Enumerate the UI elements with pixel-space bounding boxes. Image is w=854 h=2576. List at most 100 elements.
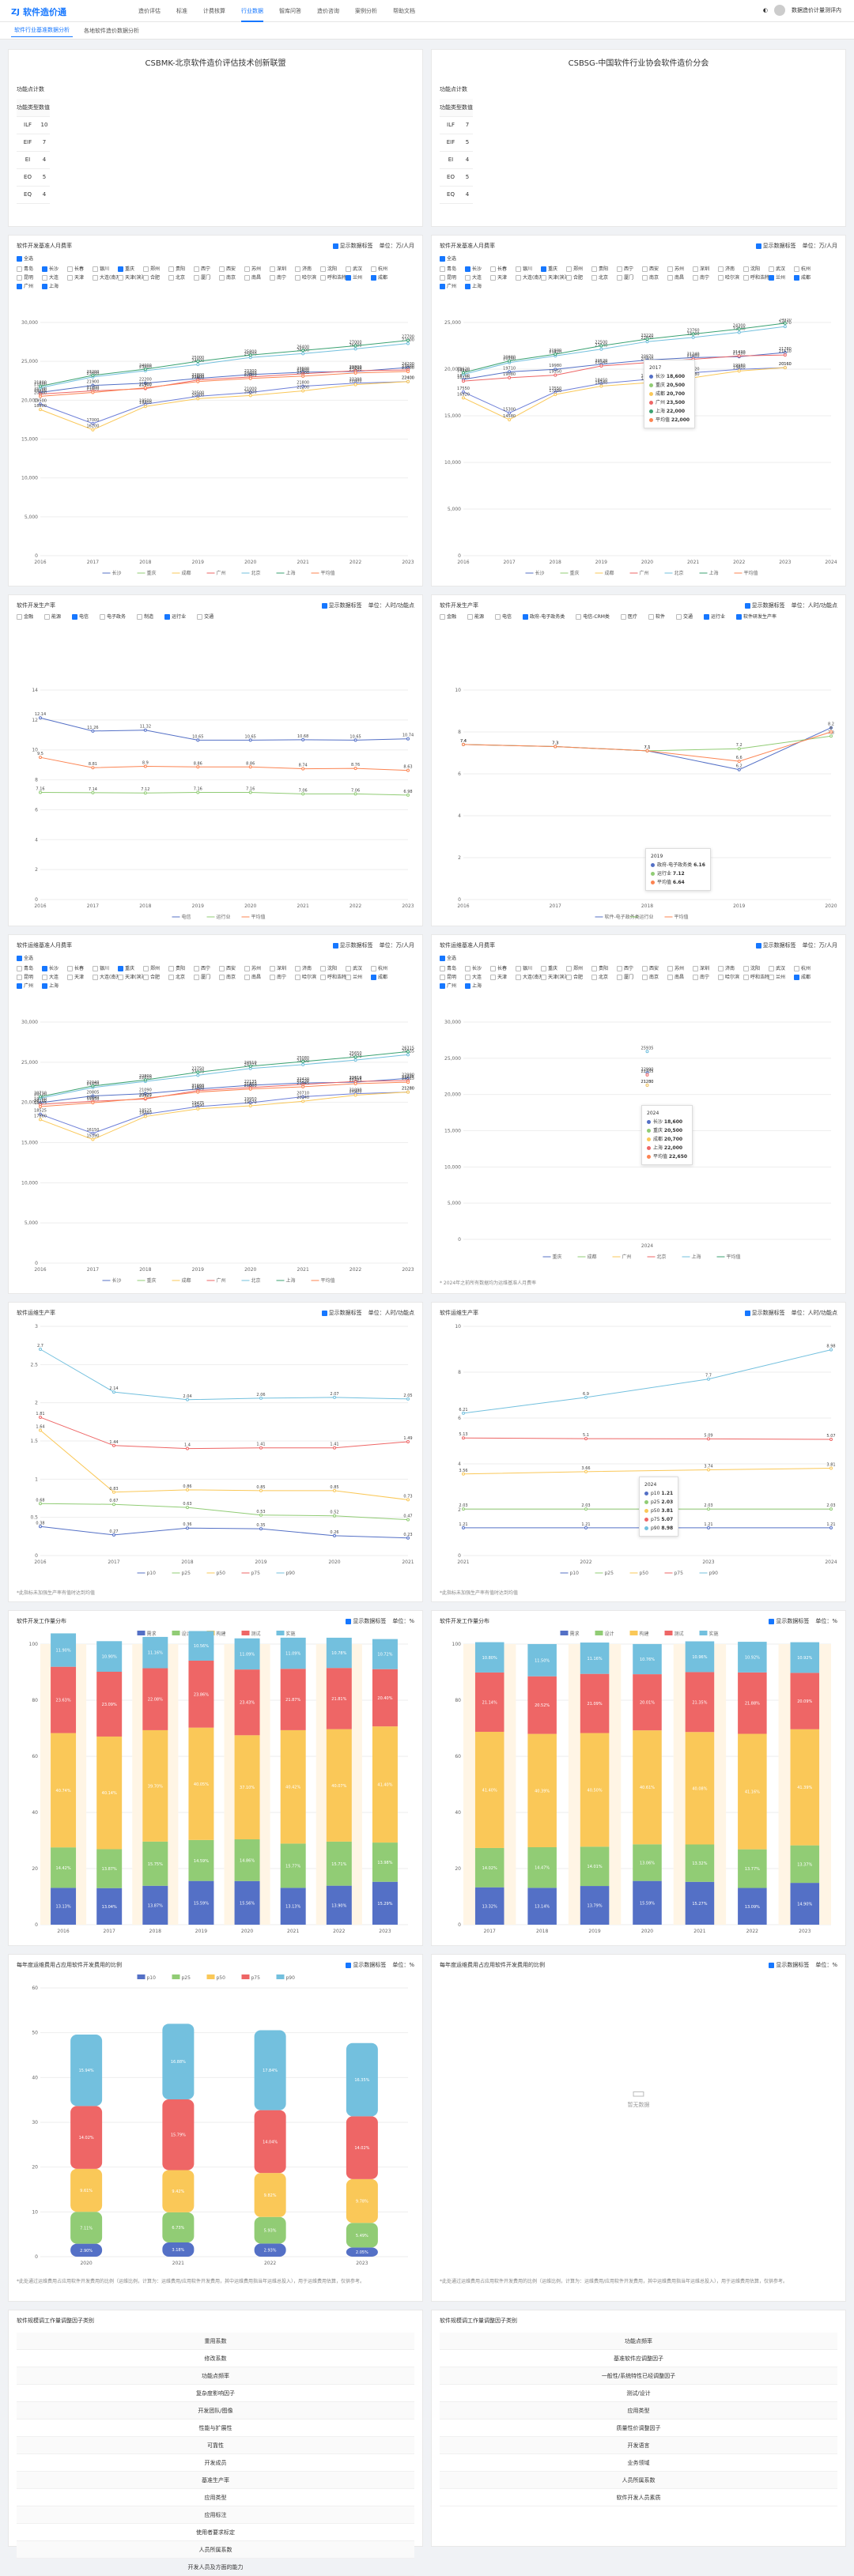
show-labels-toggle[interactable]: 显示数据标签 bbox=[744, 602, 785, 609]
city-checkbox[interactable]: 呼和浩特 bbox=[743, 973, 769, 980]
domain-checkbox[interactable]: 金融 bbox=[440, 613, 456, 620]
city-checkbox[interactable]: 天津 bbox=[490, 273, 516, 281]
show-labels-toggle[interactable]: 显示数据标签 bbox=[321, 1309, 362, 1317]
city-checkbox[interactable]: 武汉 bbox=[769, 964, 794, 971]
city-checkbox[interactable]: 成都 bbox=[794, 973, 819, 980]
city-checkbox[interactable]: 兰州 bbox=[346, 973, 371, 980]
city-checkbox[interactable]: 北京 bbox=[591, 273, 617, 281]
city-checkbox[interactable]: 南京 bbox=[219, 273, 244, 281]
domain-checkbox[interactable]: 软件研发生产率 bbox=[735, 613, 777, 620]
city-checkbox[interactable]: 天津 bbox=[67, 973, 93, 980]
city-checkbox[interactable]: 武汉 bbox=[769, 265, 794, 272]
city-checkbox[interactable]: 银川 bbox=[93, 964, 118, 971]
city-checkbox[interactable]: 深圳 bbox=[270, 964, 295, 971]
sub-tab[interactable]: 各地软件造价数据分析 bbox=[84, 27, 139, 34]
city-checkbox[interactable]: 广州 bbox=[17, 282, 42, 289]
city-checkbox[interactable]: 大连(南开) bbox=[93, 973, 118, 980]
city-checkbox[interactable]: 西安 bbox=[642, 964, 667, 971]
city-checkbox[interactable]: 重庆 bbox=[118, 265, 143, 272]
city-checkbox[interactable]: 杭州 bbox=[794, 265, 819, 272]
city-checkbox[interactable]: 北京 bbox=[591, 973, 617, 980]
city-checkbox[interactable]: 武汉 bbox=[346, 964, 371, 971]
city-checkbox[interactable]: 南宁 bbox=[693, 273, 718, 281]
city-checkbox[interactable]: 厦门 bbox=[617, 273, 642, 281]
domain-checkbox[interactable]: 能源 bbox=[467, 613, 484, 620]
city-checkbox[interactable]: 沈阳 bbox=[743, 265, 769, 272]
city-checkbox[interactable]: 大连(南开) bbox=[516, 273, 541, 281]
city-checkbox[interactable]: 合肥 bbox=[143, 973, 168, 980]
nav-item[interactable]: 智库问答 bbox=[279, 8, 301, 14]
city-checkbox[interactable]: 昆明 bbox=[440, 973, 465, 980]
city-checkbox[interactable]: 呼和浩特 bbox=[320, 973, 346, 980]
nav-item[interactable]: 标准 bbox=[176, 8, 187, 14]
city-checkbox[interactable]: 贵阳 bbox=[168, 964, 194, 971]
city-checkbox[interactable]: 天津(滨海) bbox=[118, 273, 143, 281]
domain-checkbox[interactable]: 医疗 bbox=[620, 613, 637, 620]
select-all-checkbox[interactable]: 全选 bbox=[17, 954, 414, 961]
city-checkbox[interactable]: 郑州 bbox=[566, 964, 591, 971]
nav-item[interactable]: 案例分析 bbox=[355, 8, 377, 14]
city-checkbox[interactable]: 南宁 bbox=[270, 273, 295, 281]
show-labels-toggle[interactable]: 显示数据标签 bbox=[769, 1617, 809, 1625]
city-checkbox[interactable]: 深圳 bbox=[693, 964, 718, 971]
domain-checkbox[interactable]: 运行业 bbox=[164, 613, 186, 620]
nav-item[interactable]: 帮助文档 bbox=[393, 8, 415, 14]
sub-tab[interactable]: 软件行业基准数据分析 bbox=[11, 24, 73, 37]
domain-checkbox[interactable]: 交通 bbox=[197, 613, 214, 620]
city-checkbox[interactable]: 长沙 bbox=[42, 265, 67, 272]
city-checkbox[interactable]: 武汉 bbox=[346, 265, 371, 272]
city-checkbox[interactable]: 南京 bbox=[219, 973, 244, 980]
city-checkbox[interactable]: 南昌 bbox=[244, 273, 270, 281]
city-checkbox[interactable]: 哈尔滨 bbox=[718, 273, 743, 281]
city-checkbox[interactable]: 成都 bbox=[794, 273, 819, 281]
domain-checkbox[interactable]: 电信-CRM类 bbox=[576, 613, 610, 620]
city-checkbox[interactable]: 苏州 bbox=[244, 265, 270, 272]
city-checkbox[interactable]: 沈阳 bbox=[743, 964, 769, 971]
city-checkbox[interactable]: 天津(滨海) bbox=[118, 973, 143, 980]
user-name[interactable]: 数据造价计量测评内 bbox=[792, 7, 841, 13]
logo[interactable]: ZJ 软件造价通 bbox=[11, 6, 66, 18]
city-checkbox[interactable]: 济南 bbox=[295, 964, 320, 971]
nav-item[interactable]: 造价评估 bbox=[138, 8, 161, 14]
avatar[interactable] bbox=[774, 5, 785, 16]
city-checkbox[interactable]: 广州 bbox=[440, 982, 465, 989]
domain-checkbox[interactable]: 制造 bbox=[137, 613, 153, 620]
city-checkbox[interactable]: 长春 bbox=[490, 265, 516, 272]
city-checkbox[interactable]: 济南 bbox=[718, 265, 743, 272]
show-labels-toggle[interactable]: 显示数据标签 bbox=[332, 242, 373, 250]
domain-checkbox[interactable]: 电子政务 bbox=[100, 613, 126, 620]
city-checkbox[interactable]: 广州 bbox=[440, 282, 465, 289]
city-checkbox[interactable]: 南昌 bbox=[667, 273, 693, 281]
domain-checkbox[interactable]: 政府-电子政务类 bbox=[523, 613, 565, 620]
city-checkbox[interactable]: 长沙 bbox=[465, 964, 490, 971]
city-checkbox[interactable]: 苏州 bbox=[244, 964, 270, 971]
show-labels-toggle[interactable]: 显示数据标签 bbox=[769, 1961, 809, 1969]
city-checkbox[interactable]: 南宁 bbox=[693, 973, 718, 980]
city-checkbox[interactable]: 上海 bbox=[42, 982, 67, 989]
city-checkbox[interactable]: 厦门 bbox=[194, 273, 219, 281]
select-all-checkbox[interactable]: 全选 bbox=[440, 255, 837, 262]
city-checkbox[interactable]: 长沙 bbox=[42, 964, 67, 971]
domain-checkbox[interactable]: 运行业 bbox=[703, 613, 725, 620]
city-checkbox[interactable]: 西安 bbox=[642, 265, 667, 272]
domain-checkbox[interactable]: 电信 bbox=[72, 613, 89, 620]
city-checkbox[interactable]: 上海 bbox=[42, 282, 67, 289]
city-checkbox[interactable]: 深圳 bbox=[693, 265, 718, 272]
city-checkbox[interactable]: 大连 bbox=[42, 973, 67, 980]
city-checkbox[interactable]: 天津 bbox=[67, 273, 93, 281]
city-checkbox[interactable]: 北京 bbox=[168, 973, 194, 980]
city-checkbox[interactable]: 大连 bbox=[465, 273, 490, 281]
city-checkbox[interactable]: 上海 bbox=[465, 982, 490, 989]
city-checkbox[interactable]: 青岛 bbox=[17, 964, 42, 971]
domain-checkbox[interactable]: 能源 bbox=[44, 613, 61, 620]
city-checkbox[interactable]: 昆明 bbox=[17, 973, 42, 980]
city-checkbox[interactable]: 南京 bbox=[642, 973, 667, 980]
city-checkbox[interactable]: 重庆 bbox=[118, 964, 143, 971]
city-checkbox[interactable]: 苏州 bbox=[667, 964, 693, 971]
select-all-checkbox[interactable]: 全选 bbox=[17, 255, 414, 262]
city-checkbox[interactable]: 西宁 bbox=[194, 265, 219, 272]
show-labels-toggle[interactable]: 显示数据标签 bbox=[755, 941, 796, 949]
show-labels-toggle[interactable]: 显示数据标签 bbox=[755, 242, 796, 250]
city-checkbox[interactable]: 沈阳 bbox=[320, 265, 346, 272]
city-checkbox[interactable]: 郑州 bbox=[143, 265, 168, 272]
